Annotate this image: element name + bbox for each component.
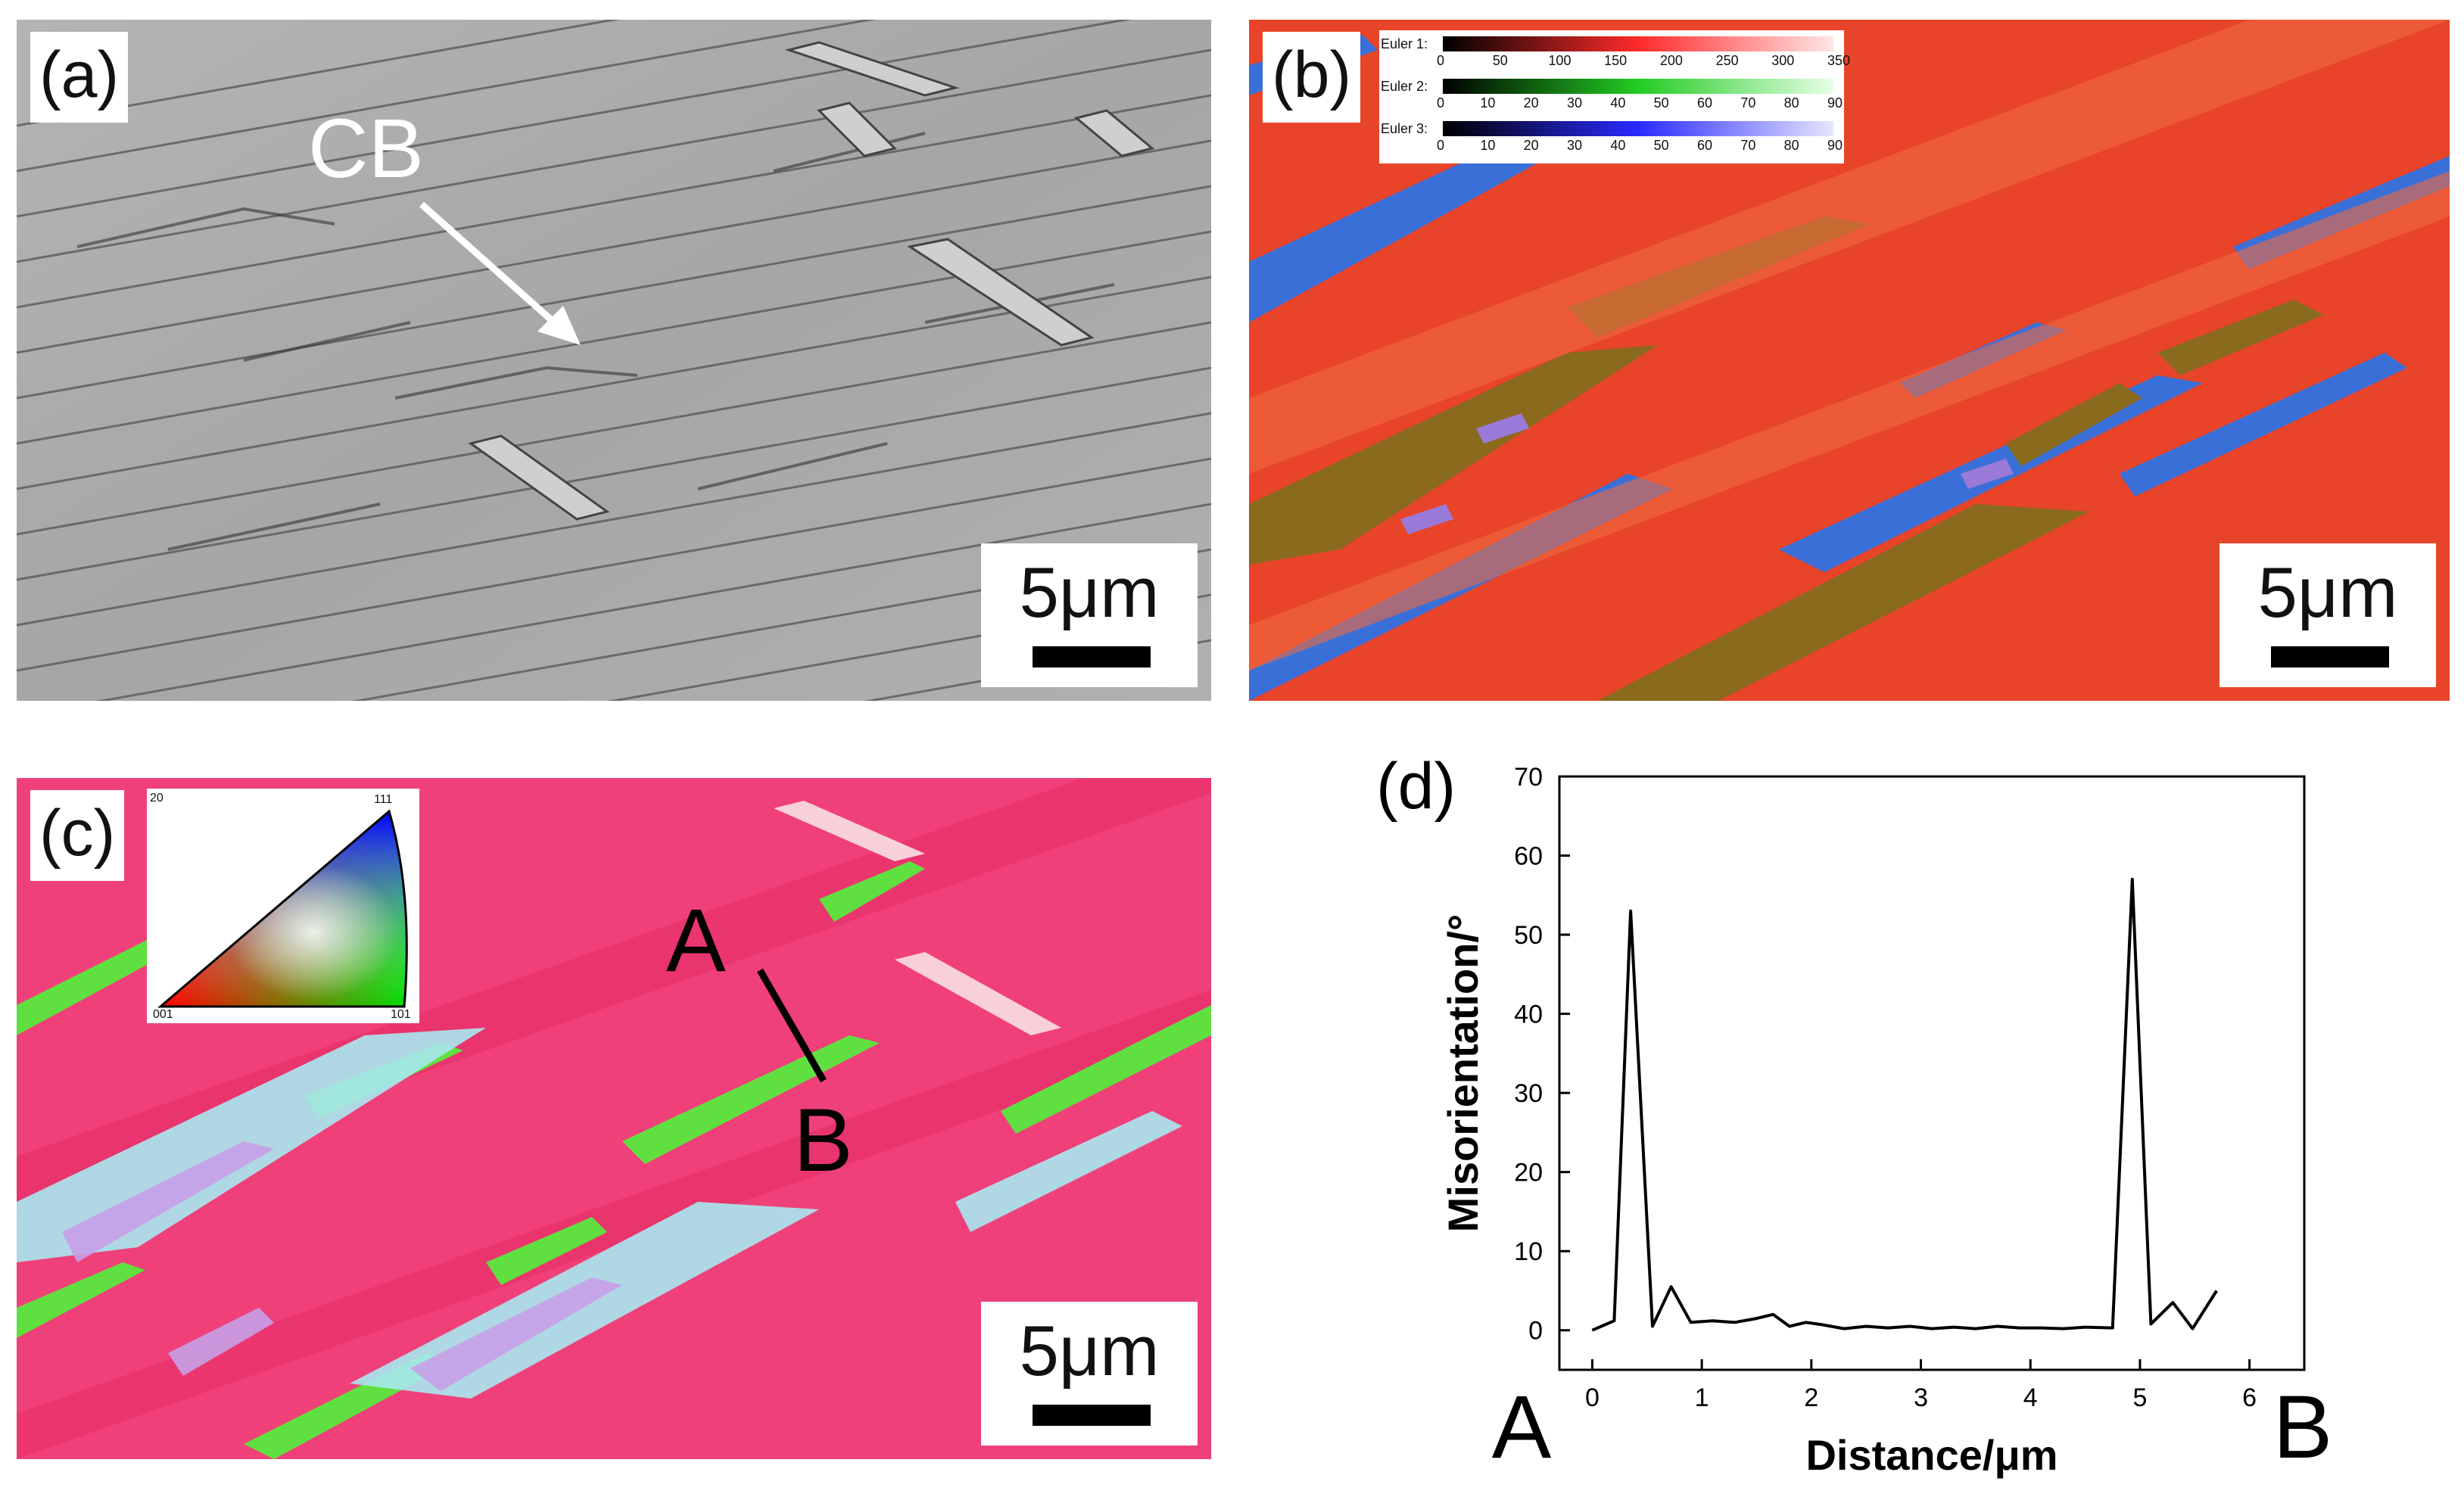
x-tick-label: 4	[2023, 1383, 2038, 1412]
panel-label-b: (b)	[1263, 32, 1361, 123]
euler3-tick-label: 80	[1783, 138, 1799, 153]
euler1-tick-label: 50	[1492, 53, 1508, 68]
euler3-tick-label: 60	[1697, 138, 1713, 153]
sem-image-panel: (a) CB 5μm	[17, 20, 1211, 701]
y-tick-label: 40	[1514, 1001, 1543, 1029]
cb-arrow	[419, 201, 581, 345]
euler1-tick-label: 0	[1437, 53, 1445, 68]
y-tick-label: 0	[1528, 1317, 1543, 1346]
misorientation-series-line	[1591, 877, 2218, 1332]
euler2-tick-label: 80	[1783, 95, 1799, 110]
euler3-label: Euler 3:	[1381, 121, 1428, 136]
x-axis-label: Distance/μm	[1805, 1431, 2057, 1479]
ipf-map-panel: (c) 20 111 001 101 A B 5μm	[17, 778, 1211, 1459]
sem-micrograph	[17, 20, 1211, 701]
euler-legend-bars	[1443, 36, 1833, 136]
euler2-tick-label: 0	[1437, 95, 1445, 110]
ipf-111-label: 111	[374, 793, 393, 806]
misorientation-chart: 0 1 2 3 4 5 6 0 10 20 30 40 50 60 70 Distance/μm Misorie…	[1332, 742, 2422, 1498]
euler3-tick-label: 90	[1827, 138, 1843, 153]
x-tick-label: 6	[2242, 1383, 2257, 1412]
scale-bar-b: 5μm	[2219, 543, 2436, 687]
euler2-tick-label: 10	[1480, 95, 1496, 110]
panel-label-d: (d)	[1376, 750, 1456, 823]
euler1-tick-label: 350	[1827, 53, 1851, 68]
panel-label-c: (c)	[30, 790, 125, 881]
ipf-101-label: 101	[391, 1008, 411, 1021]
euler2-tick-label: 50	[1653, 95, 1669, 110]
euler3-tick-label: 30	[1567, 138, 1583, 153]
x-tick-label: 2	[1804, 1383, 1818, 1412]
scale-bar-b-label: 5μm	[2257, 552, 2398, 632]
scale-bar-a-line	[1033, 646, 1151, 668]
scale-bar-c-line	[1033, 1405, 1151, 1426]
euler2-tick-label: 60	[1697, 95, 1713, 110]
cb-annotation-label: CB	[308, 102, 424, 195]
x-tick-label: 3	[1914, 1383, 1928, 1412]
euler1-tick-label: 300	[1771, 53, 1795, 68]
scale-bar-b-line	[2271, 646, 2389, 668]
euler2-label: Euler 2:	[1381, 79, 1428, 94]
euler2-tick-label: 20	[1523, 95, 1539, 110]
line-ab	[757, 968, 827, 1083]
euler3-tick-label: 10	[1480, 138, 1496, 153]
euler3-tick-label: 70	[1740, 138, 1756, 153]
scale-bar-c-label: 5μm	[1019, 1311, 1160, 1390]
chart-end-label-a: A	[1492, 1377, 1552, 1477]
euler1-tick-label: 100	[1548, 53, 1572, 68]
euler-color-legend: Euler 1: Euler 2: Euler 3: 0 50 100 150 200 2…	[1379, 30, 1850, 163]
euler2-tick-label: 90	[1827, 95, 1843, 110]
ipf-max-label: 20	[150, 792, 164, 804]
euler1-tick-label: 250	[1715, 53, 1739, 68]
euler3-tick-label: 40	[1610, 138, 1626, 153]
point-b-label: B	[793, 1091, 853, 1190]
plot-frame	[1558, 775, 2306, 1371]
euler1-tick-label: 200	[1659, 53, 1683, 68]
euler3-tick-label: 50	[1653, 138, 1669, 153]
x-tick-label: 0	[1585, 1383, 1600, 1412]
euler3-tick-label: 20	[1523, 138, 1539, 153]
chart-end-label-b: B	[2273, 1377, 2333, 1477]
y-tick-label: 30	[1514, 1079, 1543, 1108]
euler-map-panel: (b) Euler 1: Euler 2: Euler 3: 0 50 100 150…	[1249, 20, 2450, 701]
y-tick-label: 70	[1514, 763, 1543, 792]
euler1-tick-label: 150	[1604, 53, 1628, 68]
panel-label-a: (a)	[30, 32, 129, 123]
euler2-tick-label: 30	[1567, 95, 1583, 110]
y-tick-label: 50	[1514, 921, 1543, 950]
x-tick-label: 5	[2132, 1383, 2147, 1412]
ipf-color-key: 20 111 001 101	[147, 789, 419, 1023]
y-tick-label: 60	[1514, 842, 1543, 871]
scale-bar-a-label: 5μm	[1019, 552, 1160, 632]
ipf-triangle	[157, 809, 408, 1008]
scale-bar-c: 5μm	[981, 1302, 1198, 1446]
y-tick-label: 20	[1514, 1159, 1543, 1187]
euler2-tick-label: 40	[1610, 95, 1626, 110]
euler3-tick-label: 0	[1437, 138, 1445, 153]
y-tick-label: 10	[1514, 1237, 1543, 1266]
euler2-tick-label: 70	[1740, 95, 1756, 110]
point-a-label: A	[666, 891, 726, 991]
y-axis-label: Misorientation/°	[1439, 914, 1487, 1233]
scale-bar-a: 5μm	[981, 543, 1198, 687]
ipf-001-label: 001	[153, 1008, 173, 1021]
x-tick-label: 1	[1695, 1383, 1709, 1412]
euler1-label: Euler 1:	[1381, 36, 1428, 51]
misorientation-chart-svg: 0 1 2 3 4 5 6010203040506070Distance/μmMisorie…	[1376, 750, 2333, 1479]
